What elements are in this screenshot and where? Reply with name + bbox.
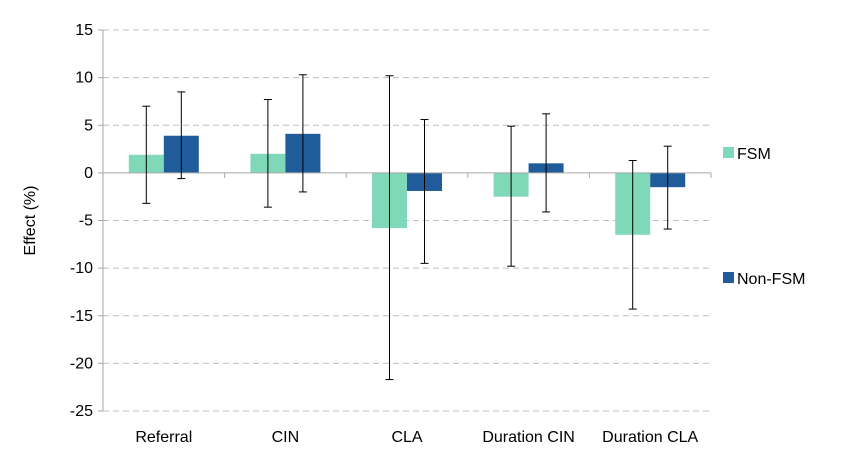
error-bar [385, 75, 394, 381]
y-tick-label: 5 [84, 117, 93, 134]
y-tick-label: -15 [70, 308, 93, 325]
error-bar [542, 113, 551, 213]
x-tick-labels: Referral CIN CLA Duration CIN Duration CLA [135, 429, 698, 446]
x-axis [102, 172, 712, 178]
x-tick-label: CLA [391, 429, 422, 446]
legend-swatch [723, 147, 734, 158]
y-tick-label: -5 [79, 213, 93, 230]
x-tick-label: Referral [135, 429, 192, 446]
bars [128, 133, 686, 235]
x-tick-label: CIN [272, 429, 300, 446]
legend-item-non-fsm: Non-FSM [723, 271, 805, 288]
error-bar [663, 145, 672, 230]
y-tick-label: -20 [70, 355, 93, 372]
legend-label: Non-FSM [737, 271, 805, 288]
x-tick-label: Duration CIN [482, 429, 574, 446]
error-bar [298, 74, 307, 193]
error-bar [263, 99, 272, 208]
y-axis: 15 10 5 0 -5 -10 -15 -20 -25 [70, 22, 104, 420]
x-tick-label: Duration CLA [602, 429, 698, 446]
error-bar [420, 119, 429, 264]
error-bar [628, 159, 637, 310]
y-tick-label: -25 [70, 403, 93, 420]
y-tick-label: 15 [75, 22, 93, 39]
error-bar [142, 105, 151, 204]
error-bar [177, 91, 186, 180]
error-bars [142, 74, 672, 381]
y-tick-label: 0 [84, 165, 93, 182]
y-tick-label: -10 [70, 260, 93, 277]
error-bar [507, 125, 516, 267]
legend-item-fsm: FSM [723, 146, 771, 163]
legend-label: FSM [737, 146, 771, 163]
y-axis-title: Effect (%) [22, 186, 39, 256]
legend: FSM Non-FSM [723, 146, 805, 288]
y-tick-label: 10 [75, 70, 93, 87]
legend-swatch [723, 272, 734, 283]
